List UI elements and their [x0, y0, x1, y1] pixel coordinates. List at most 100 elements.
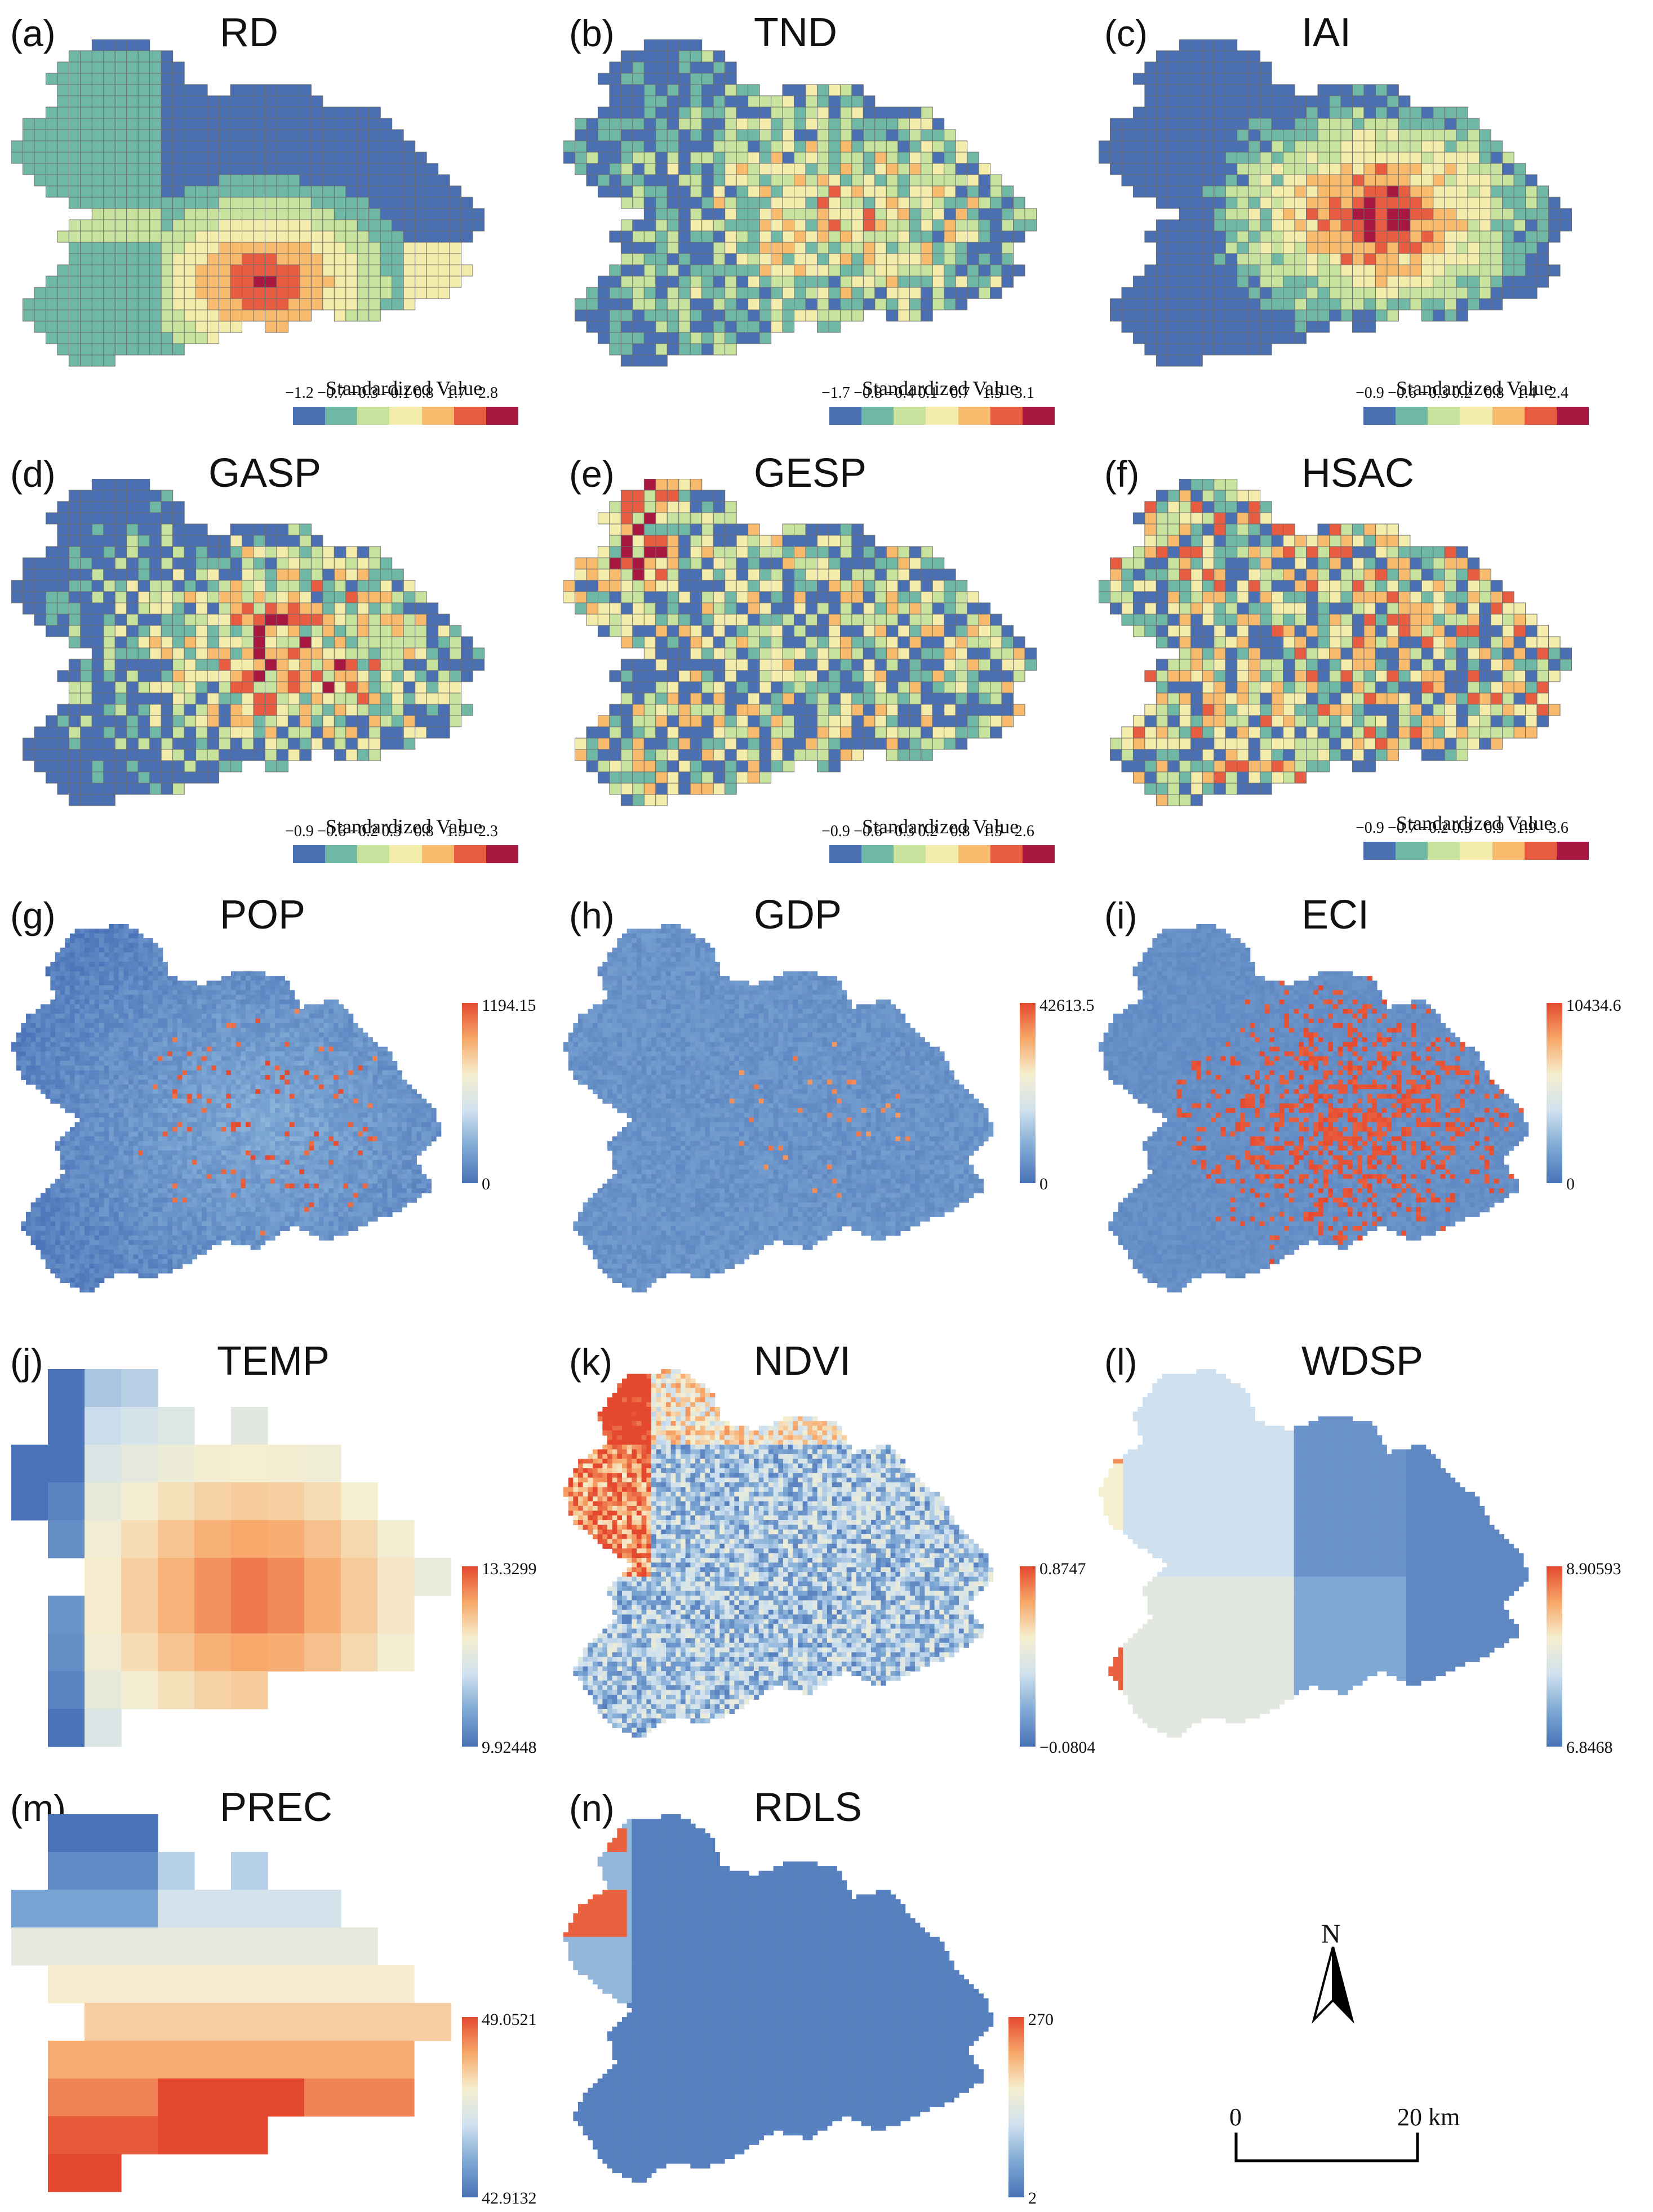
grid-cell	[690, 670, 703, 682]
grid-cell	[68, 276, 81, 288]
grid-cell	[816, 118, 829, 130]
grid-cell	[299, 197, 312, 209]
grid-cell	[771, 309, 783, 322]
grid-cell	[1306, 298, 1318, 310]
grid-cell	[586, 557, 598, 570]
grid-cell	[990, 276, 1002, 288]
grid-cell	[1375, 602, 1388, 615]
grid-cell	[851, 219, 864, 232]
grid-cell	[1214, 140, 1226, 153]
grid-cell	[126, 140, 139, 153]
grid-cell	[1467, 242, 1480, 254]
grid-cell	[1144, 760, 1157, 772]
grid-cell	[161, 197, 174, 209]
grid-cell	[620, 490, 633, 502]
grid-cell	[438, 264, 450, 277]
grid-cell	[678, 614, 691, 626]
grid-cell	[597, 185, 610, 198]
grid-cell	[287, 287, 300, 299]
grid-cell	[736, 535, 749, 547]
grid-cell	[207, 298, 220, 310]
grid-cell	[725, 636, 737, 649]
grid-cell	[114, 185, 127, 198]
grid-cell	[690, 321, 703, 333]
grid-cell	[34, 738, 46, 750]
grid-cell	[45, 602, 58, 615]
grid-cell	[1132, 771, 1145, 784]
raster-cell	[26, 1226, 32, 1231]
grid-cell	[701, 197, 714, 209]
grid-cell	[11, 591, 23, 603]
grid-cell	[990, 287, 1002, 299]
grid-cell	[334, 647, 346, 660]
grid-cell	[725, 309, 737, 322]
grid-cell	[690, 39, 703, 51]
grid-cell	[299, 106, 312, 119]
grid-cell	[655, 242, 668, 254]
raster-cell	[30, 1080, 36, 1085]
grid-cell	[967, 163, 979, 175]
grid-cell	[932, 140, 945, 153]
grid-cell	[1156, 84, 1168, 96]
grid-cell	[782, 174, 795, 186]
grid-cell	[1421, 106, 1434, 119]
grid-cell	[195, 253, 208, 265]
grid-cell	[219, 535, 231, 547]
legend-tick-label: 0.8	[950, 823, 970, 841]
grid-cell	[392, 580, 404, 592]
grid-cell	[172, 738, 185, 750]
grid-cell	[839, 174, 852, 186]
grid-cell	[403, 197, 416, 209]
grid-cell	[632, 749, 645, 761]
grid-cell	[1525, 287, 1538, 299]
grid-cell	[219, 287, 231, 299]
grid-cell	[1410, 129, 1422, 141]
grid-cell	[1306, 535, 1318, 547]
grid-cell	[1363, 715, 1376, 727]
grid-cell	[1329, 208, 1341, 220]
grid-cell	[1190, 163, 1203, 175]
grid-cell	[242, 230, 254, 243]
grid-cell	[978, 715, 991, 727]
grid-cell	[1167, 580, 1180, 592]
grid-cell	[91, 73, 104, 85]
grid-cell	[1202, 501, 1215, 513]
grid-cell	[287, 95, 300, 108]
grid-cell	[771, 163, 783, 175]
grid-cell	[1167, 321, 1180, 333]
grid-cell	[967, 230, 979, 243]
grid-cell	[1467, 140, 1480, 153]
grid-cell	[1536, 636, 1549, 649]
grid-cell	[345, 625, 358, 637]
grid-cell	[1294, 749, 1307, 761]
grid-cell	[609, 185, 621, 198]
grid-cell	[1306, 129, 1318, 141]
grid-cell	[632, 174, 645, 186]
grid-cell	[264, 523, 277, 536]
grid-cell	[816, 591, 829, 603]
grid-cell	[1444, 163, 1457, 175]
grid-cell	[357, 692, 370, 705]
grid-cell	[597, 106, 610, 119]
grid-cell	[103, 512, 115, 525]
grid-cell	[909, 557, 922, 570]
grid-cell	[805, 95, 817, 108]
grid-cell	[620, 704, 633, 716]
grid-cell	[1306, 738, 1318, 750]
raster-cell	[45, 966, 51, 972]
grid-cell	[620, 163, 633, 175]
grid-cell	[655, 95, 668, 108]
grid-cell	[1190, 253, 1203, 265]
grid-cell	[816, 230, 829, 243]
grid-cell	[68, 50, 81, 63]
grid-cell	[632, 704, 645, 716]
grid-cell	[1179, 557, 1192, 570]
grid-cell	[392, 568, 404, 581]
grid-cell	[863, 659, 876, 671]
grid-cell	[1525, 625, 1538, 637]
grid-cell	[264, 106, 277, 119]
grid-cell	[1375, 625, 1388, 637]
grid-cell	[1502, 152, 1514, 164]
grid-cell	[1363, 591, 1376, 603]
grid-cell	[1190, 546, 1203, 558]
